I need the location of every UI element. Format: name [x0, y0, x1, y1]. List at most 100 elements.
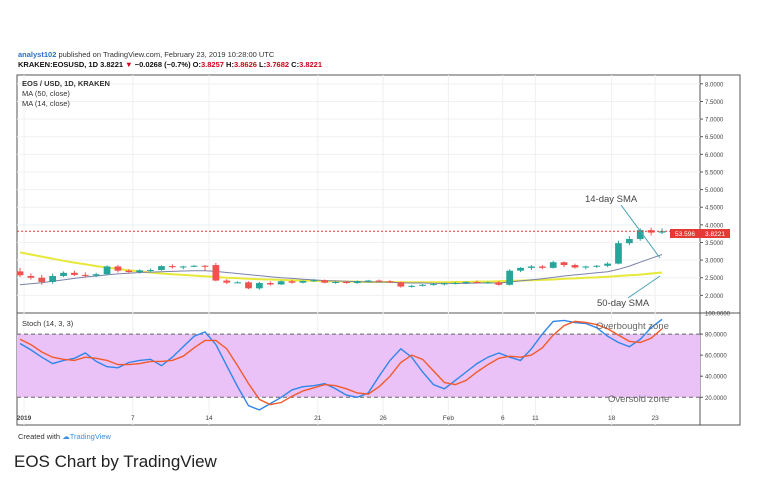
candle-body: [332, 281, 339, 283]
low-label: L:: [259, 60, 267, 69]
time-tick-label: 23: [652, 415, 660, 422]
candle-body: [343, 281, 350, 284]
time-tick-label: 6: [501, 415, 505, 422]
candle-body: [147, 269, 154, 271]
candle-body: [16, 271, 24, 276]
candle-body: [582, 266, 590, 268]
legend-ma50: MA (50, close): [22, 89, 70, 98]
candle-body: [364, 280, 372, 282]
tradingview-logo-icon: ☁: [62, 432, 70, 441]
candles: [16, 227, 666, 290]
author-link[interactable]: analyst102: [18, 50, 57, 59]
symbol-ohlc-line: KRAKEN:EOSUSD, 1D 3.8221 ▼ −0.0268 (−0.7…: [18, 60, 322, 69]
candle-body: [647, 230, 655, 233]
candle-body: [636, 230, 644, 239]
candle-body: [495, 282, 503, 285]
tradingview-link[interactable]: TradingView: [69, 432, 111, 441]
price-axis: 8.0000 7.5000 7.0000 6.5000 6.0000 5.5000 5.00…: [700, 82, 724, 300]
price-chart[interactable]: 8.0000 7.5000 7.0000 6.5000 6.0000 5.5000 5.00…: [0, 0, 767, 430]
stoch-tick-label: 60.0000: [705, 354, 727, 360]
candle-body: [506, 270, 514, 285]
candle-body: [375, 280, 383, 282]
candle-body: [462, 281, 470, 284]
price-tick-label: 7.0000: [705, 118, 724, 124]
price-tick-label: 7.5000: [705, 100, 724, 106]
close-label: C:: [291, 60, 300, 69]
time-tick-label: 18: [608, 415, 616, 422]
candle-body: [321, 280, 329, 283]
time-tick-label: Feb: [443, 415, 455, 422]
candle-body: [625, 238, 633, 244]
price-tick-label: 4.5000: [705, 206, 724, 212]
candle-body: [234, 282, 242, 284]
candle-body: [419, 284, 426, 286]
candle-body: [484, 282, 492, 284]
stoch-line-d: [19, 320, 663, 406]
candle-body: [92, 274, 100, 276]
annotation-oversold: Oversold zone: [608, 394, 669, 405]
low-value: 3.7682: [266, 60, 290, 69]
stoch-lines: [19, 318, 663, 411]
price-tick-label: 2.0000: [705, 294, 724, 300]
candle-body: [604, 263, 611, 266]
candle-body: [549, 262, 557, 268]
candle-body: [397, 282, 405, 287]
candle-body: [517, 267, 524, 271]
candle-body: [538, 266, 546, 268]
annotation-50-arrow: [627, 275, 661, 299]
candle-body: [593, 265, 601, 267]
candle-body: [114, 266, 122, 271]
stoch-tick-label: 80.0000: [705, 333, 727, 339]
candle-body: [168, 266, 176, 268]
candle-body: [615, 243, 622, 264]
legend-stoch: Stoch (14, 3, 3): [22, 319, 74, 328]
candle-body: [49, 275, 57, 282]
stoch-band: [17, 334, 700, 398]
publish-info: analyst102 published on TradingView.com,…: [18, 50, 274, 59]
candle-body: [560, 262, 568, 266]
candle-body: [386, 281, 394, 283]
candle-body: [266, 283, 274, 285]
last-price: 3.8221: [100, 60, 124, 69]
moving-averages: [19, 251, 663, 286]
time-tick-label: 26: [379, 415, 387, 422]
symbol-label: KRAKEN:EOSUSD, 1D: [18, 60, 99, 69]
stoch-tick-label: 100.0000: [705, 312, 731, 318]
annotation-50-day-sma: 50-day SMA: [597, 298, 650, 309]
candle-body: [473, 281, 481, 283]
price-change: −0.0268 (−0.7%): [134, 60, 191, 69]
price-tag-right-text: 3.8221: [705, 231, 725, 238]
price-tag-left: [670, 229, 700, 238]
candle-body: [201, 265, 209, 267]
candle-body: [223, 280, 231, 283]
candle-body: [408, 285, 416, 287]
ma-line-14: [19, 254, 663, 286]
candle-body: [288, 281, 296, 283]
candle-body: [190, 265, 198, 267]
time-tick-label: 11: [532, 415, 539, 422]
price-tick-label: 3.0000: [705, 259, 724, 265]
candle-body: [158, 266, 165, 270]
annotation-14-arrow: [620, 204, 661, 259]
candle-body: [430, 284, 437, 286]
candle-body: [299, 280, 307, 283]
candle-body: [81, 274, 89, 276]
price-tick-label: 8.0000: [705, 82, 724, 88]
legend-ma14: MA (14, close): [22, 99, 70, 108]
price-tick-label: 4.0000: [705, 223, 724, 229]
candle-body: [440, 283, 448, 285]
time-axis: 2019 7 14 21 26 Feb 6 11 18 23: [17, 415, 659, 422]
open-value: 3.8257: [201, 60, 224, 69]
candle-body: [571, 265, 579, 268]
candle-body: [451, 283, 459, 285]
high-value: 3.8626: [233, 60, 257, 69]
candle-body: [658, 231, 666, 233]
time-tick-label: 21: [314, 415, 322, 422]
annotation-14-day-sma: 14-day SMA: [585, 194, 638, 205]
candle-body: [27, 275, 35, 278]
candle-body: [179, 266, 187, 268]
candle-body: [245, 282, 252, 289]
image-caption: EOS Chart by TradingView: [14, 452, 217, 471]
time-tick-label: 7: [131, 415, 135, 422]
legend-pair: EOS / USD, 1D, KRAKEN: [22, 79, 110, 88]
